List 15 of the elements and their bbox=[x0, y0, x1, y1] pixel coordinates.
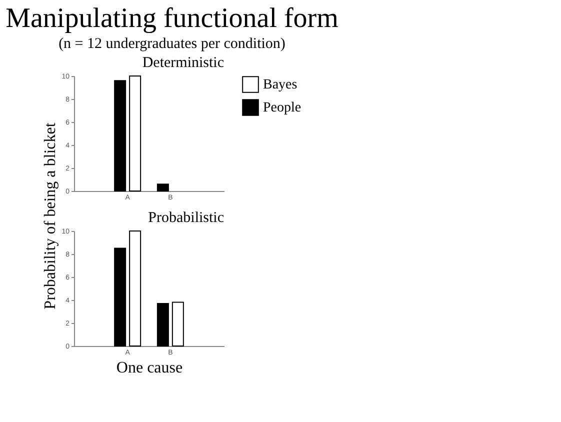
chart-subtitle: (n = 12 undergraduates per condition) bbox=[58, 36, 286, 52]
bar bbox=[156, 302, 169, 346]
bar bbox=[114, 248, 126, 346]
x-axis-title: One cause bbox=[116, 360, 183, 376]
text: Probabilistic bbox=[148, 210, 224, 226]
text: Deterministic bbox=[142, 55, 224, 71]
bar bbox=[129, 76, 142, 192]
bar bbox=[114, 80, 126, 192]
y-axis-title: Probability of being a blicket bbox=[42, 122, 59, 310]
chart-title: Manipulating functional form bbox=[6, 3, 339, 34]
bar bbox=[156, 184, 169, 192]
bar bbox=[129, 230, 142, 346]
bar bbox=[172, 302, 184, 346]
legend-label: People bbox=[263, 100, 302, 116]
legend-label: Bayes bbox=[263, 78, 298, 92]
